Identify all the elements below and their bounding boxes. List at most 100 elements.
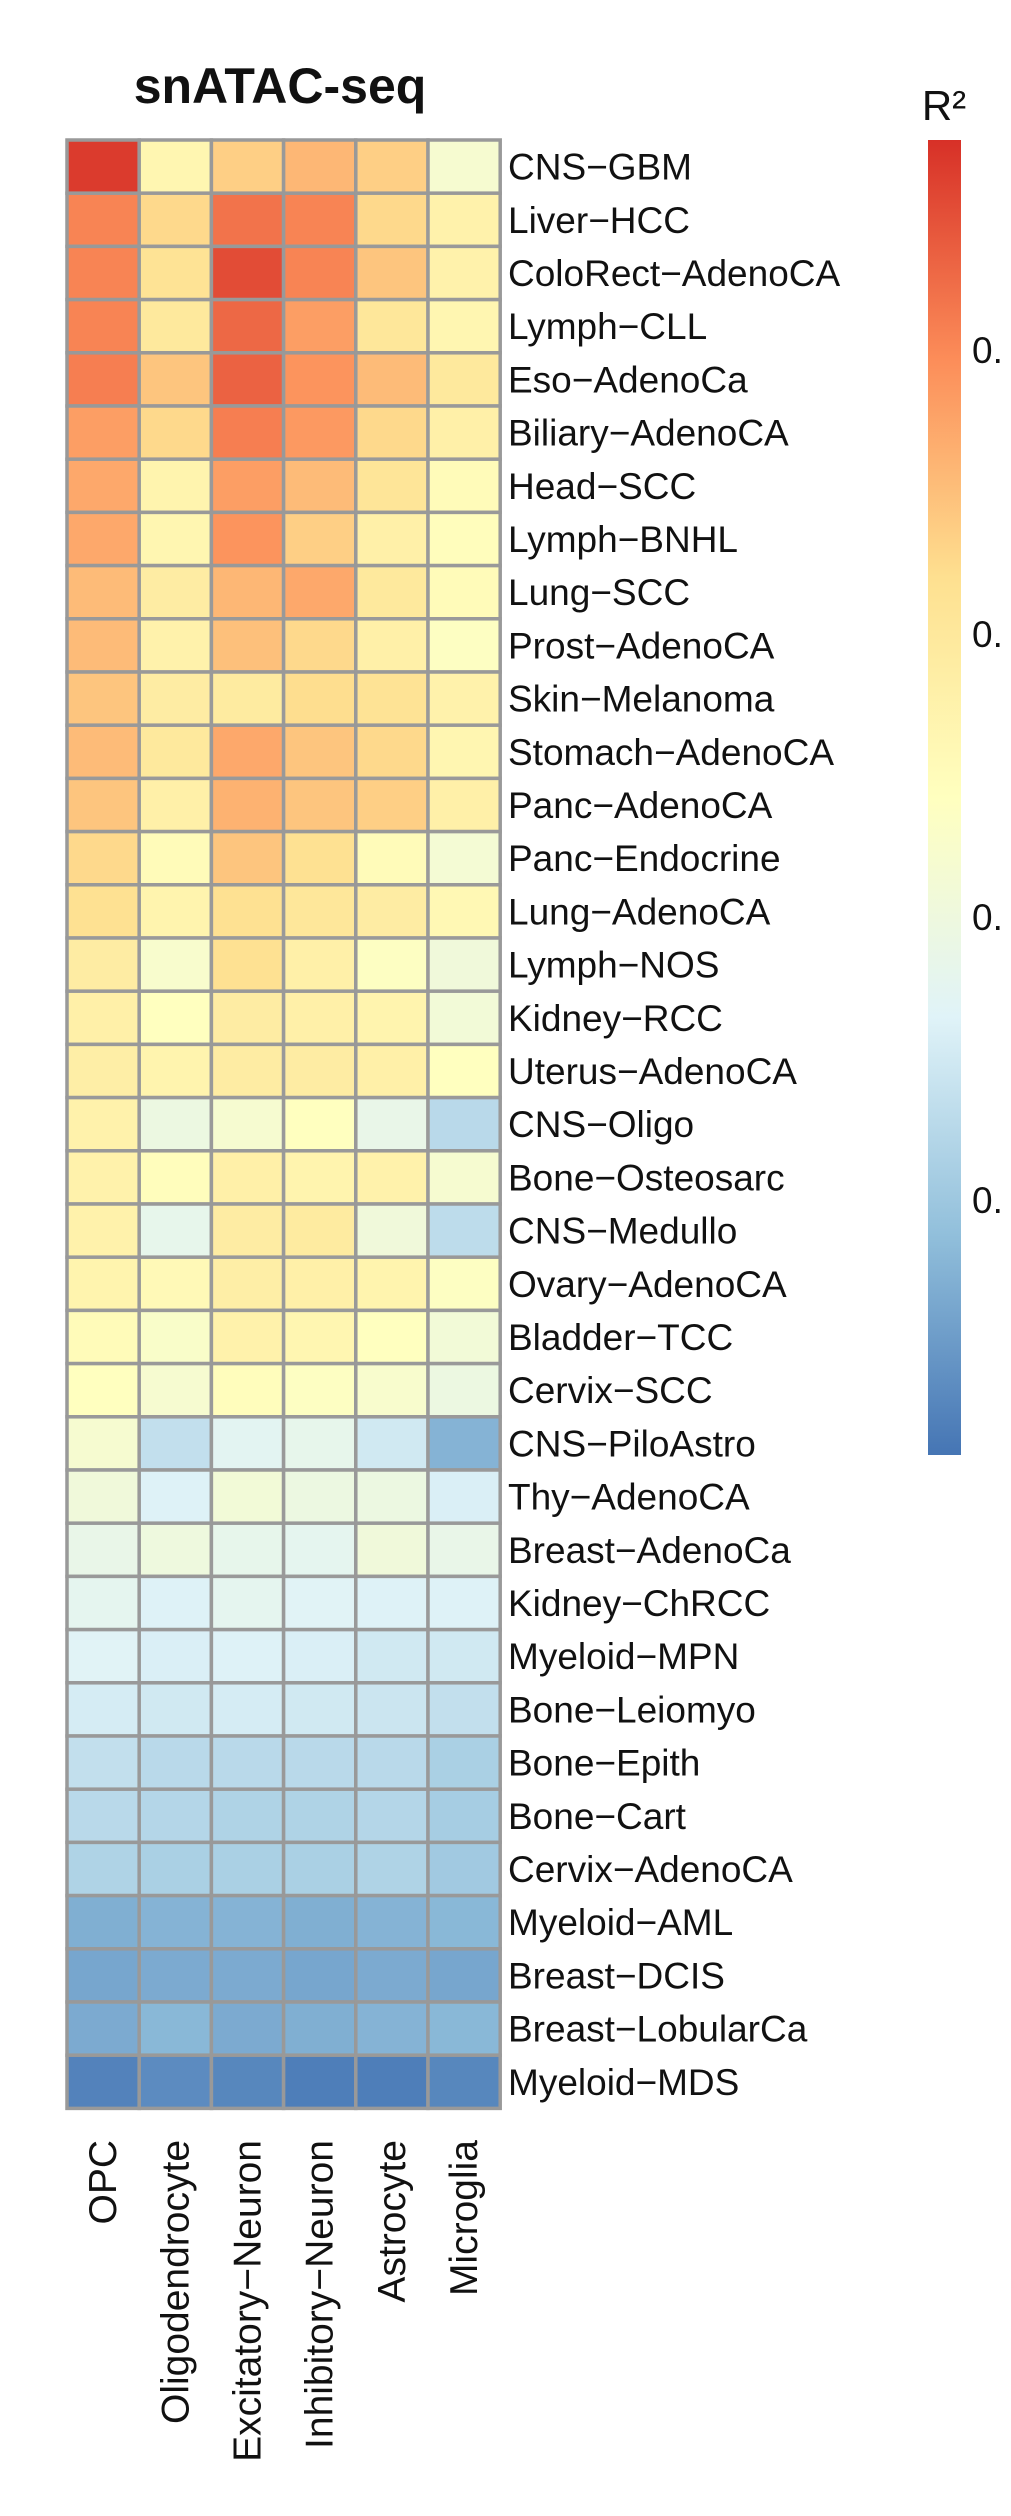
row-label: Bladder−TCC [508, 1317, 733, 1358]
heatmap-cell [281, 191, 358, 249]
heatmap-cell [354, 1042, 430, 1100]
column-label: Microglia [443, 2140, 486, 2296]
heatmap-cell [354, 457, 430, 515]
heatmap-cell [281, 1627, 358, 1685]
heatmap-cell [354, 351, 430, 408]
heatmap-cell [137, 723, 214, 781]
heatmap-cell [354, 138, 430, 195]
heatmap-cell [137, 244, 214, 302]
row-label: Cervix−SCC [508, 1370, 713, 1411]
row-label: Myeloid−MPN [508, 1636, 739, 1677]
heatmap-cell [137, 404, 214, 461]
heatmap-cell [354, 1095, 430, 1153]
heatmap-cell [354, 1521, 430, 1579]
heatmap-cell [65, 883, 141, 940]
heatmap-cell [354, 1947, 430, 2004]
heatmap-cell [354, 2053, 430, 2111]
row-label: Breast−AdenoCa [508, 1530, 791, 1571]
heatmap-cell [209, 1947, 286, 2004]
row-label: ColoRect−AdenoCA [508, 253, 840, 294]
heatmap-cell [354, 989, 430, 1047]
heatmap-cell [426, 1361, 502, 1419]
heatmap-cell [354, 1202, 430, 1259]
heatmap-cell [65, 1893, 141, 1951]
heatmap-cell [137, 1947, 214, 2004]
legend-tick-label: 0. [972, 1180, 1003, 1221]
heatmap-cell [65, 936, 141, 993]
heatmap-cell [65, 1042, 141, 1100]
heatmap-cell [209, 1415, 286, 1472]
heatmap-cell [65, 297, 141, 355]
heatmap-cell [281, 1893, 358, 1951]
heatmap-cell [426, 510, 502, 568]
heatmap-cell [65, 1787, 141, 1845]
heatmap-cell [281, 1787, 358, 1845]
heatmap-cell [281, 351, 358, 408]
heatmap-cell [354, 563, 430, 621]
heatmap-cell [137, 457, 214, 515]
heatmap-cell [209, 297, 286, 355]
heatmap-cell [281, 883, 358, 940]
row-label: Lung−AdenoCA [508, 891, 771, 932]
heatmap-cell [354, 1840, 430, 1898]
heatmap-cell [426, 883, 502, 940]
heatmap-cell [209, 2053, 286, 2111]
heatmap-cell [426, 1840, 502, 1898]
heatmap-cell [65, 1840, 141, 1898]
row-label: Bone−Osteosarc [508, 1157, 785, 1198]
heatmap-cell [137, 2053, 214, 2111]
heatmap-cell [137, 1361, 214, 1419]
heatmap-cell [65, 989, 141, 1047]
heatmap-cell [354, 297, 430, 355]
column-label: Astrocyte [371, 2140, 414, 2303]
row-label: Lymph−CLL [508, 306, 707, 347]
heatmap-cell [426, 1734, 502, 1791]
heatmap-cell [281, 1149, 358, 1206]
heatmap-cell [426, 617, 502, 674]
row-label: Panc−AdenoCA [508, 785, 773, 826]
heatmap-cell [209, 1893, 286, 1951]
heatmap-cell [209, 1361, 286, 1419]
heatmap-cell [137, 297, 214, 355]
heatmap-cell [281, 776, 358, 834]
row-label: CNS−PiloAstro [508, 1423, 756, 1464]
heatmap-cell [65, 1095, 141, 1153]
heatmap-cell [354, 1681, 430, 1738]
row-label: Head−SCC [508, 466, 696, 507]
heatmap-cell [426, 1574, 502, 1632]
heatmap-cell [426, 1893, 502, 1951]
heatmap-cell [209, 723, 286, 781]
heatmap-cell [137, 1840, 214, 1898]
legend-color-bar [928, 140, 961, 1455]
heatmap-cells [65, 138, 502, 2111]
heatmap-cell [209, 1468, 286, 1525]
heatmap-cell [354, 883, 430, 940]
heatmap-cell [281, 297, 358, 355]
heatmap-cell [137, 1734, 214, 1791]
heatmap-cell [209, 2000, 286, 2057]
heatmap-cell [65, 563, 141, 621]
row-label: Bone−Leiomyo [508, 1689, 756, 1730]
heatmap-cell [137, 617, 214, 674]
heatmap-cell [137, 883, 214, 940]
row-label: Kidney−ChRCC [508, 1583, 770, 1624]
heatmap-cell [65, 2000, 141, 2057]
heatmap-cell [65, 1149, 141, 1206]
heatmap-cell [65, 1415, 141, 1472]
heatmap-cell [137, 510, 214, 568]
heatmap-cell [281, 936, 358, 993]
heatmap-cell [354, 723, 430, 781]
heatmap-cell [209, 1840, 286, 1898]
heatmap-cell [137, 989, 214, 1047]
column-label: OPC [82, 2140, 125, 2225]
heatmap-cell [354, 936, 430, 993]
row-label: Cervix−AdenoCA [508, 1849, 793, 1890]
heatmap-cell [354, 244, 430, 302]
heatmap-cell [209, 670, 286, 727]
heatmap-cell [354, 776, 430, 834]
heatmap-cell [65, 1361, 141, 1419]
heatmap-cell [281, 989, 358, 1047]
heatmap-cell [65, 829, 141, 887]
heatmap-cell [209, 617, 286, 674]
